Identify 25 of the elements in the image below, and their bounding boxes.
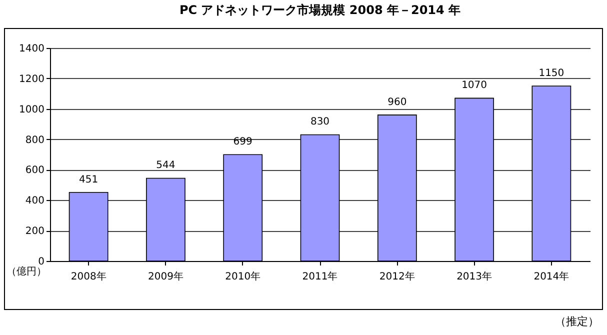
y-tick-label: 0 — [38, 256, 44, 268]
data-label: 451 — [79, 174, 98, 186]
y-axis-title: （億円） — [6, 266, 46, 278]
y-tick-label: 1200 — [19, 74, 44, 85]
y-tick-label: 1000 — [19, 104, 44, 116]
x-tick-label: 2014年 — [534, 270, 570, 282]
chart-title: PC アドネットワーク市場規模 2008 年－2014 年 — [179, 3, 461, 17]
data-label: 544 — [156, 160, 176, 172]
x-tick-label: 2013年 — [456, 270, 492, 282]
x-tick-label: 2010年 — [225, 270, 261, 282]
y-tick-label: 400 — [25, 196, 44, 207]
y-tick-label: 1400 — [19, 44, 44, 54]
x-tick-label: 2012年 — [379, 270, 415, 282]
data-label: 699 — [233, 136, 252, 148]
x-tick-label: 2011年 — [302, 270, 338, 282]
x-tick-label: 2009年 — [148, 270, 184, 282]
y-tick-label: 800 — [25, 134, 44, 146]
data-label: 1070 — [462, 80, 488, 92]
data-label: 830 — [310, 116, 330, 128]
y-tick-label: 200 — [25, 226, 44, 238]
data-label: 1150 — [538, 68, 564, 80]
x-tick-label: 2008年 — [70, 270, 106, 282]
text: （推定） — [555, 314, 599, 329]
data-label: 960 — [388, 96, 407, 108]
y-tick-label: 600 — [25, 165, 44, 176]
